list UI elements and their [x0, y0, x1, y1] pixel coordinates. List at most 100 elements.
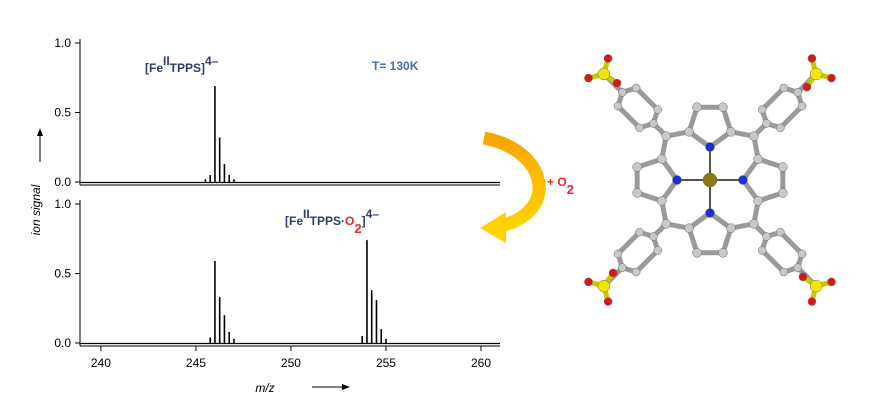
- annotation-part: 2: [354, 221, 361, 236]
- y-tick-label: 1.0: [54, 36, 71, 50]
- annotation-part: [Fe: [145, 61, 163, 75]
- atom: [612, 78, 622, 88]
- atom: [684, 127, 694, 137]
- annotation-part: II: [163, 54, 170, 68]
- atom: [827, 277, 836, 287]
- atom: [672, 175, 682, 185]
- atom: [807, 54, 817, 63]
- y-tick-label: 1.0: [54, 197, 71, 211]
- atom: [692, 248, 702, 258]
- atom: [762, 119, 771, 128]
- atom: [827, 73, 836, 83]
- bond: [759, 85, 787, 113]
- x-tick-label: 260: [471, 356, 491, 370]
- reaction-arrow: [480, 131, 546, 243]
- atom: [653, 246, 663, 255]
- atom: [603, 297, 613, 306]
- atom: [705, 142, 715, 152]
- atom: [802, 82, 812, 92]
- atom: [635, 123, 644, 133]
- atom: [635, 227, 644, 237]
- atom: [653, 105, 663, 114]
- atom: [726, 127, 736, 137]
- atom: [613, 101, 623, 111]
- reaction-part: + O: [547, 175, 567, 189]
- atom: [793, 263, 802, 272]
- atom: [618, 88, 627, 97]
- atom: [778, 162, 788, 172]
- annotation-part: II: [303, 207, 310, 221]
- bond: [615, 103, 643, 131]
- atom: [702, 172, 718, 188]
- annotation: [FeIITPPS·O2]4–: [285, 207, 379, 236]
- x-tick-label: 255: [376, 356, 396, 370]
- atom: [762, 232, 771, 241]
- atom: [753, 196, 763, 206]
- atom: [649, 119, 658, 128]
- atom: [608, 268, 618, 278]
- bond: [777, 103, 805, 131]
- bond: [777, 229, 805, 257]
- atom: [705, 208, 715, 218]
- atom: [779, 83, 789, 93]
- bond: [615, 229, 643, 257]
- y-tick-label: 0.5: [54, 267, 71, 281]
- atom: [776, 227, 785, 237]
- y-tick-label: 0.0: [54, 175, 71, 189]
- atom: [809, 67, 823, 81]
- y-axis-label: ion signal: [29, 184, 43, 235]
- atom: [603, 54, 613, 63]
- atom: [776, 123, 785, 133]
- reaction-label: + O2: [547, 175, 574, 197]
- annotation-part: [Fe: [285, 214, 303, 228]
- atom: [807, 297, 817, 306]
- atom: [584, 73, 593, 83]
- atom: [684, 223, 694, 233]
- atom: [649, 232, 658, 241]
- atom: [618, 263, 627, 272]
- atom: [797, 101, 807, 111]
- atom: [657, 154, 667, 164]
- annotation: [FeIITPPS]4–: [145, 54, 219, 75]
- bond: [633, 85, 661, 113]
- annotation-part: ]: [362, 214, 366, 228]
- atom: [613, 249, 623, 259]
- bond: [759, 247, 787, 275]
- atom: [793, 88, 802, 97]
- y-tick-label: 0.0: [54, 336, 71, 350]
- atom: [738, 175, 748, 185]
- annotation-part: T= 130K: [372, 59, 419, 73]
- atom: [757, 246, 767, 255]
- x-tick-label: 245: [186, 356, 206, 370]
- y-tick-label: 0.5: [54, 106, 71, 120]
- annotation-part: TPPS]: [170, 61, 205, 75]
- annotation-part: TPPS·: [310, 214, 345, 228]
- atom: [809, 279, 823, 293]
- atom: [584, 277, 593, 287]
- reaction-part: 2: [567, 182, 574, 197]
- atom: [631, 83, 641, 93]
- atom: [661, 219, 671, 229]
- atom: [661, 131, 671, 141]
- atom: [692, 102, 702, 112]
- annotation-part: 4–: [366, 207, 380, 221]
- atom: [749, 131, 759, 141]
- annotation-part: O: [345, 214, 354, 228]
- atom: [597, 279, 611, 293]
- atom: [798, 272, 808, 282]
- x-tick-label: 250: [281, 356, 301, 370]
- atom: [753, 154, 763, 164]
- atom: [779, 267, 789, 277]
- atom: [718, 102, 728, 112]
- x-axis-label: m/z: [255, 381, 274, 395]
- atom: [797, 249, 807, 259]
- atom: [749, 219, 759, 229]
- atom: [632, 188, 642, 198]
- atom: [597, 67, 611, 81]
- atom: [718, 248, 728, 258]
- x-tick-label: 240: [91, 356, 111, 370]
- atom: [631, 267, 641, 277]
- atom: [657, 196, 667, 206]
- axis-arrow: [37, 128, 350, 390]
